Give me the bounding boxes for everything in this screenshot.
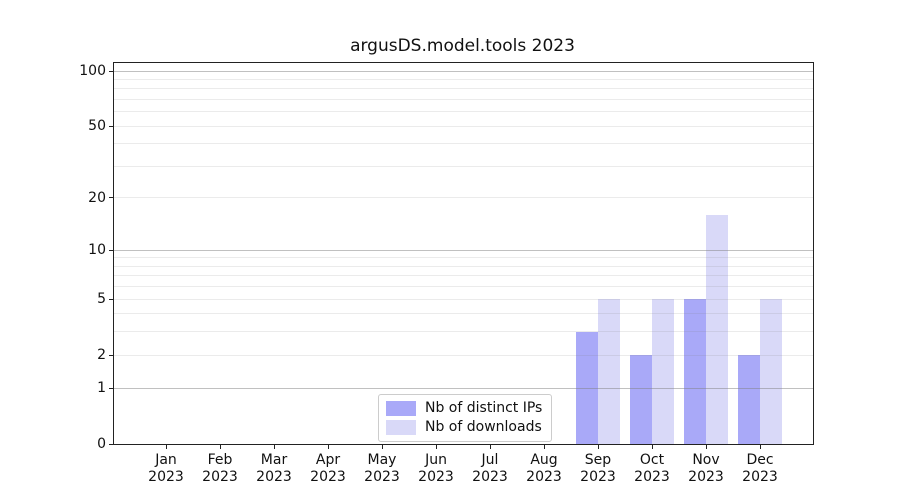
plot-area: Nb of distinct IPs Nb of downloads 0 1 2 5 1… (79, 62, 814, 485)
x-tick-mark (327, 445, 329, 449)
x-tick-mark (165, 445, 167, 449)
x-tick-label: Dec 2023 (742, 452, 778, 485)
x-tick-mark (543, 445, 545, 449)
gridline-minor (114, 88, 813, 90)
x-tick-mark (759, 445, 761, 449)
legend-item-downloads: Nb of downloads (386, 419, 542, 435)
y-tick-label: 100 (79, 63, 106, 79)
bar-distinct-ips (630, 355, 652, 444)
x-tick-mark (381, 445, 383, 449)
gridline-minor (114, 165, 813, 167)
chart-title: argusDS.model.tools 2023 (350, 36, 575, 56)
legend-swatch-distinct-ips-icon (386, 400, 416, 416)
y-tick-label: 1 (97, 380, 106, 396)
legend: Nb of distinct IPs Nb of downloads (378, 394, 553, 442)
gridline-minor (114, 143, 813, 145)
x-tick-mark (597, 445, 599, 449)
bar-downloads (598, 299, 620, 444)
y-tick-label: 0 (97, 436, 106, 452)
y-tick-mark (109, 443, 113, 445)
y-tick-mark (109, 125, 113, 127)
y-tick-label: 5 (97, 291, 106, 308)
x-tick-label: Sep 2023 (580, 452, 616, 485)
x-tick-mark (219, 445, 221, 449)
x-tick-mark (435, 445, 437, 449)
x-tick-label: Jun 2023 (418, 452, 454, 485)
x-tick-mark (705, 445, 707, 449)
y-tick-mark (109, 70, 113, 72)
legend-item-distinct-ips: Nb of distinct IPs (386, 400, 542, 416)
bar-distinct-ips (738, 355, 760, 444)
bar-downloads (706, 215, 728, 444)
x-tick-label: Oct 2023 (634, 452, 670, 485)
x-tick-label: Aug 2023 (526, 452, 562, 485)
y-tick-mark (109, 298, 113, 300)
bar-downloads (760, 299, 782, 444)
y-tick-label: 50 (88, 118, 106, 135)
legend-label-downloads: Nb of downloads (425, 419, 542, 435)
bar-distinct-ips (684, 299, 706, 444)
bar-downloads (652, 299, 674, 444)
y-tick-mark (109, 354, 113, 356)
gridline-major (114, 70, 813, 72)
y-tick-mark (109, 249, 113, 251)
legend-swatch-downloads-icon (386, 419, 416, 435)
x-tick-label: Jan 2023 (148, 452, 184, 485)
y-tick-mark (109, 197, 113, 199)
gridline-minor (114, 125, 813, 127)
x-tick-label: Feb 2023 (202, 452, 238, 485)
gridline-minor (114, 98, 813, 100)
x-tick-label: Nov 2023 (688, 452, 724, 485)
bar-distinct-ips (576, 331, 598, 444)
x-tick-label: Jul 2023 (472, 452, 508, 485)
gridline-minor (114, 111, 813, 113)
y-tick-label: 20 (88, 189, 106, 206)
x-tick-mark (489, 445, 491, 449)
x-tick-mark (273, 445, 275, 449)
gridline-minor (114, 197, 813, 199)
x-tick-label: Mar 2023 (256, 452, 292, 485)
legend-label-distinct-ips: Nb of distinct IPs (425, 400, 543, 416)
x-tick-label: May 2023 (364, 452, 400, 485)
x-tick-label: Apr 2023 (310, 452, 346, 485)
y-tick-label: 2 (97, 347, 106, 364)
gridline-minor (114, 78, 813, 80)
y-tick-mark (109, 387, 113, 389)
x-tick-mark (651, 445, 653, 449)
y-tick-label: 10 (88, 242, 106, 259)
